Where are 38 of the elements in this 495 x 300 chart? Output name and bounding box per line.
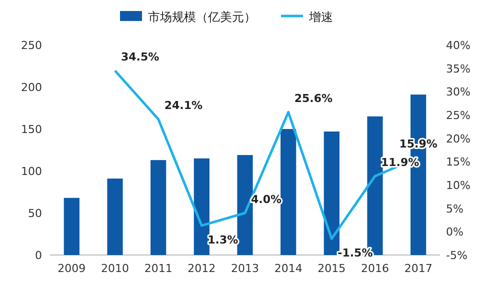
bar [324,132,340,255]
y2-tick-label: 35% [446,62,470,76]
y2-tick-label: 5% [446,202,464,216]
y-tick-label: 100 [21,165,42,178]
x-tick-label: 2013 [231,262,259,275]
y-tick-label: 250 [21,39,42,52]
y-tick-label: 50 [28,207,42,220]
y2-tick-label: 40% [446,39,470,52]
y-tick-label: 0 [35,249,42,262]
bar [64,198,80,255]
x-tick-label: 2012 [188,262,216,275]
y2-tick-label: -5% [446,249,468,262]
x-tick-label: 2009 [58,262,86,275]
x-tick-label: 2017 [404,262,432,275]
y2-tick-label: 25% [446,109,470,122]
y2-tick-label: 15% [446,156,470,169]
bar [237,155,253,255]
x-tick-label: 2015 [318,262,346,275]
bar [194,158,210,255]
x-tick-label: 2010 [101,262,129,275]
bar [107,178,123,255]
y2-tick-label: 10% [446,179,470,192]
bar [280,129,296,255]
y2-tick-label: 20% [446,132,470,146]
x-tick-label: 2016 [361,262,389,275]
data-label: -1.5% [338,246,373,260]
x-tick-label: 2011 [144,262,172,275]
bar [150,160,166,255]
legend-label: 增速 [308,10,333,24]
data-label: 24.1% [164,99,203,112]
data-label: 25.6% [294,92,333,106]
data-label: 34.5% [121,50,160,64]
legend-label: 市场规模（亿美元） [148,10,256,24]
y2-tick-label: 30% [446,86,470,99]
y-tick-label: 150 [21,123,42,136]
x-tick-label: 2014 [274,262,302,275]
y2-tick-label: 0% [446,226,464,239]
y-tick-label: 200 [21,81,42,94]
